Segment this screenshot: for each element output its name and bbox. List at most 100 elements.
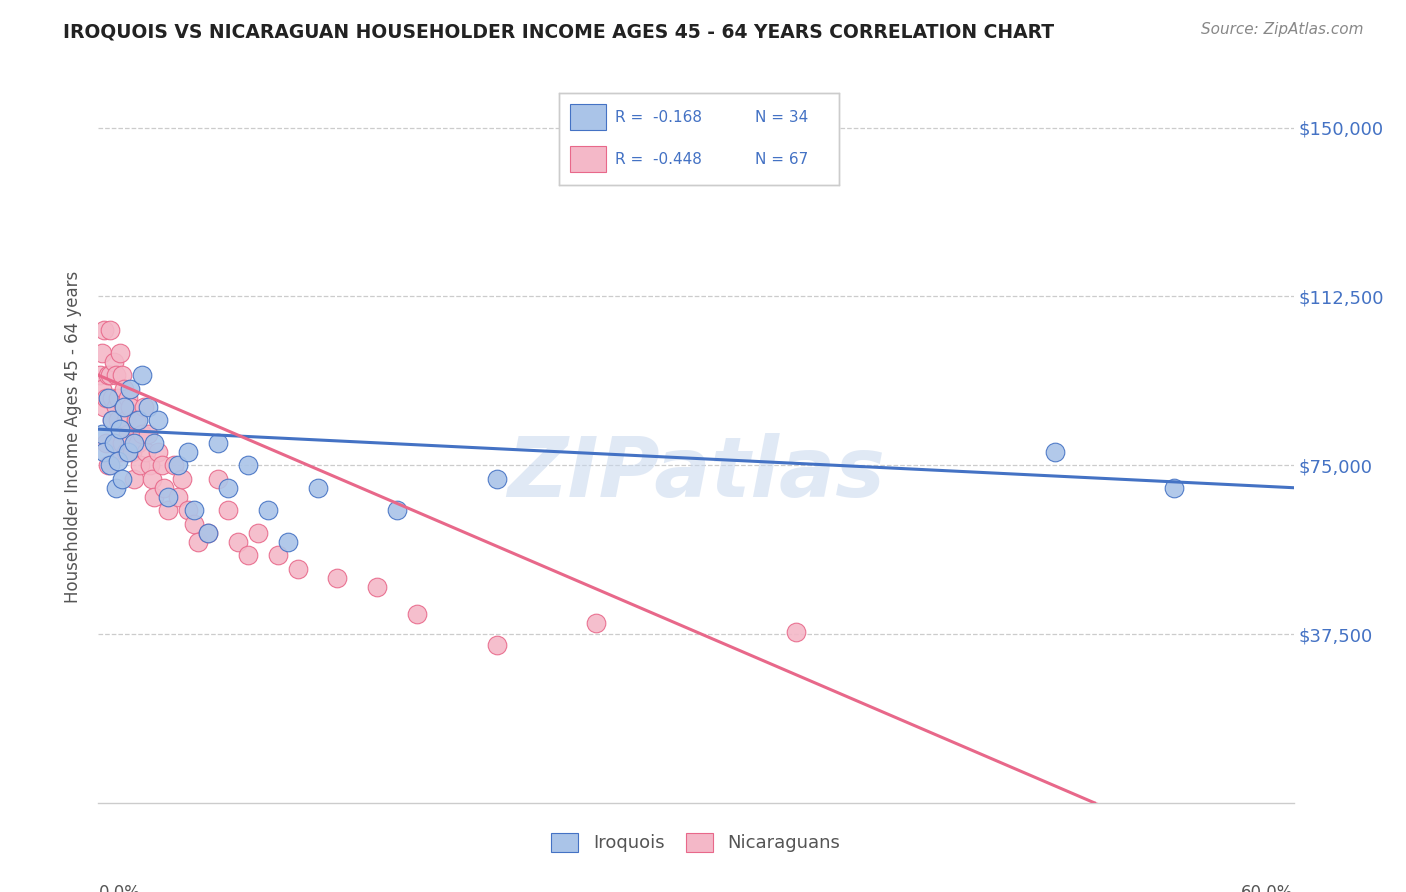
Point — [172, 472, 194, 486]
Point — [236, 458, 259, 473]
Point — [97, 458, 120, 473]
Point — [89, 368, 111, 383]
Point — [177, 503, 200, 517]
Point — [103, 354, 125, 368]
Point — [91, 382, 114, 396]
Point — [406, 607, 429, 621]
Point — [150, 458, 173, 473]
Point — [98, 323, 122, 337]
Point — [187, 534, 209, 549]
Point — [105, 481, 128, 495]
Point — [96, 435, 118, 450]
Point — [117, 444, 139, 458]
Point — [97, 368, 120, 383]
Point — [111, 472, 134, 486]
Point — [111, 435, 134, 450]
Point — [136, 426, 159, 441]
Point — [129, 458, 152, 473]
Point — [785, 624, 807, 639]
Point — [110, 345, 132, 359]
Point — [96, 391, 118, 405]
Point — [307, 481, 329, 495]
Point — [226, 534, 249, 549]
Text: Source: ZipAtlas.com: Source: ZipAtlas.com — [1201, 22, 1364, 37]
Point — [103, 435, 125, 450]
Point — [135, 444, 157, 458]
Point — [115, 444, 138, 458]
Point — [112, 382, 135, 396]
Point — [197, 525, 219, 540]
Point — [107, 391, 129, 405]
Text: 60.0%: 60.0% — [1241, 884, 1294, 892]
Point — [134, 400, 156, 414]
Point — [267, 548, 290, 562]
Point — [256, 503, 278, 517]
Point — [112, 400, 135, 414]
Point — [101, 413, 124, 427]
Point — [207, 472, 229, 486]
Point — [1163, 481, 1185, 495]
Point — [385, 503, 409, 517]
Y-axis label: Householder Income Ages 45 - 64 years: Householder Income Ages 45 - 64 years — [65, 271, 83, 603]
Point — [139, 458, 162, 473]
Point — [105, 400, 128, 414]
Text: ZIPatlas: ZIPatlas — [508, 434, 884, 514]
Legend: Iroquois, Nicaraguans: Iroquois, Nicaraguans — [544, 826, 848, 860]
Point — [93, 400, 115, 414]
Point — [217, 481, 239, 495]
Point — [585, 615, 607, 630]
Point — [91, 345, 114, 359]
Point — [97, 391, 120, 405]
Point — [101, 391, 124, 405]
Point — [143, 490, 166, 504]
Point — [163, 458, 186, 473]
Point — [167, 490, 190, 504]
Point — [110, 422, 132, 436]
Point — [107, 453, 129, 467]
Point — [141, 472, 163, 486]
Point — [121, 444, 143, 458]
Point — [115, 413, 138, 427]
Point — [157, 490, 180, 504]
Point — [117, 426, 139, 441]
Point — [93, 444, 115, 458]
Point — [98, 368, 122, 383]
Point — [101, 413, 124, 427]
Point — [277, 534, 299, 549]
Point — [177, 444, 200, 458]
Point — [131, 368, 153, 383]
Point — [153, 481, 176, 495]
Point — [103, 435, 125, 450]
Point — [117, 391, 139, 405]
Point — [124, 472, 146, 486]
Point — [1043, 444, 1066, 458]
Text: 0.0%: 0.0% — [98, 884, 141, 892]
Point — [143, 435, 166, 450]
Point — [326, 571, 349, 585]
Point — [366, 580, 388, 594]
Point — [125, 413, 148, 427]
Point — [485, 638, 508, 652]
Point — [105, 368, 128, 383]
Point — [110, 444, 132, 458]
Point — [207, 435, 229, 450]
Point — [127, 413, 149, 427]
Point — [111, 368, 134, 383]
Point — [136, 400, 159, 414]
Point — [120, 400, 142, 414]
Point — [131, 426, 153, 441]
Point — [98, 458, 122, 473]
Point — [217, 503, 239, 517]
Point — [120, 382, 142, 396]
Point — [197, 525, 219, 540]
Point — [485, 472, 508, 486]
Point — [148, 413, 170, 427]
Point — [183, 516, 205, 531]
Point — [148, 444, 170, 458]
Point — [157, 503, 180, 517]
Point — [107, 413, 129, 427]
Point — [236, 548, 259, 562]
Text: IROQUOIS VS NICARAGUAN HOUSEHOLDER INCOME AGES 45 - 64 YEARS CORRELATION CHART: IROQUOIS VS NICARAGUAN HOUSEHOLDER INCOM… — [63, 22, 1054, 41]
Point — [127, 435, 149, 450]
Point — [93, 323, 115, 337]
